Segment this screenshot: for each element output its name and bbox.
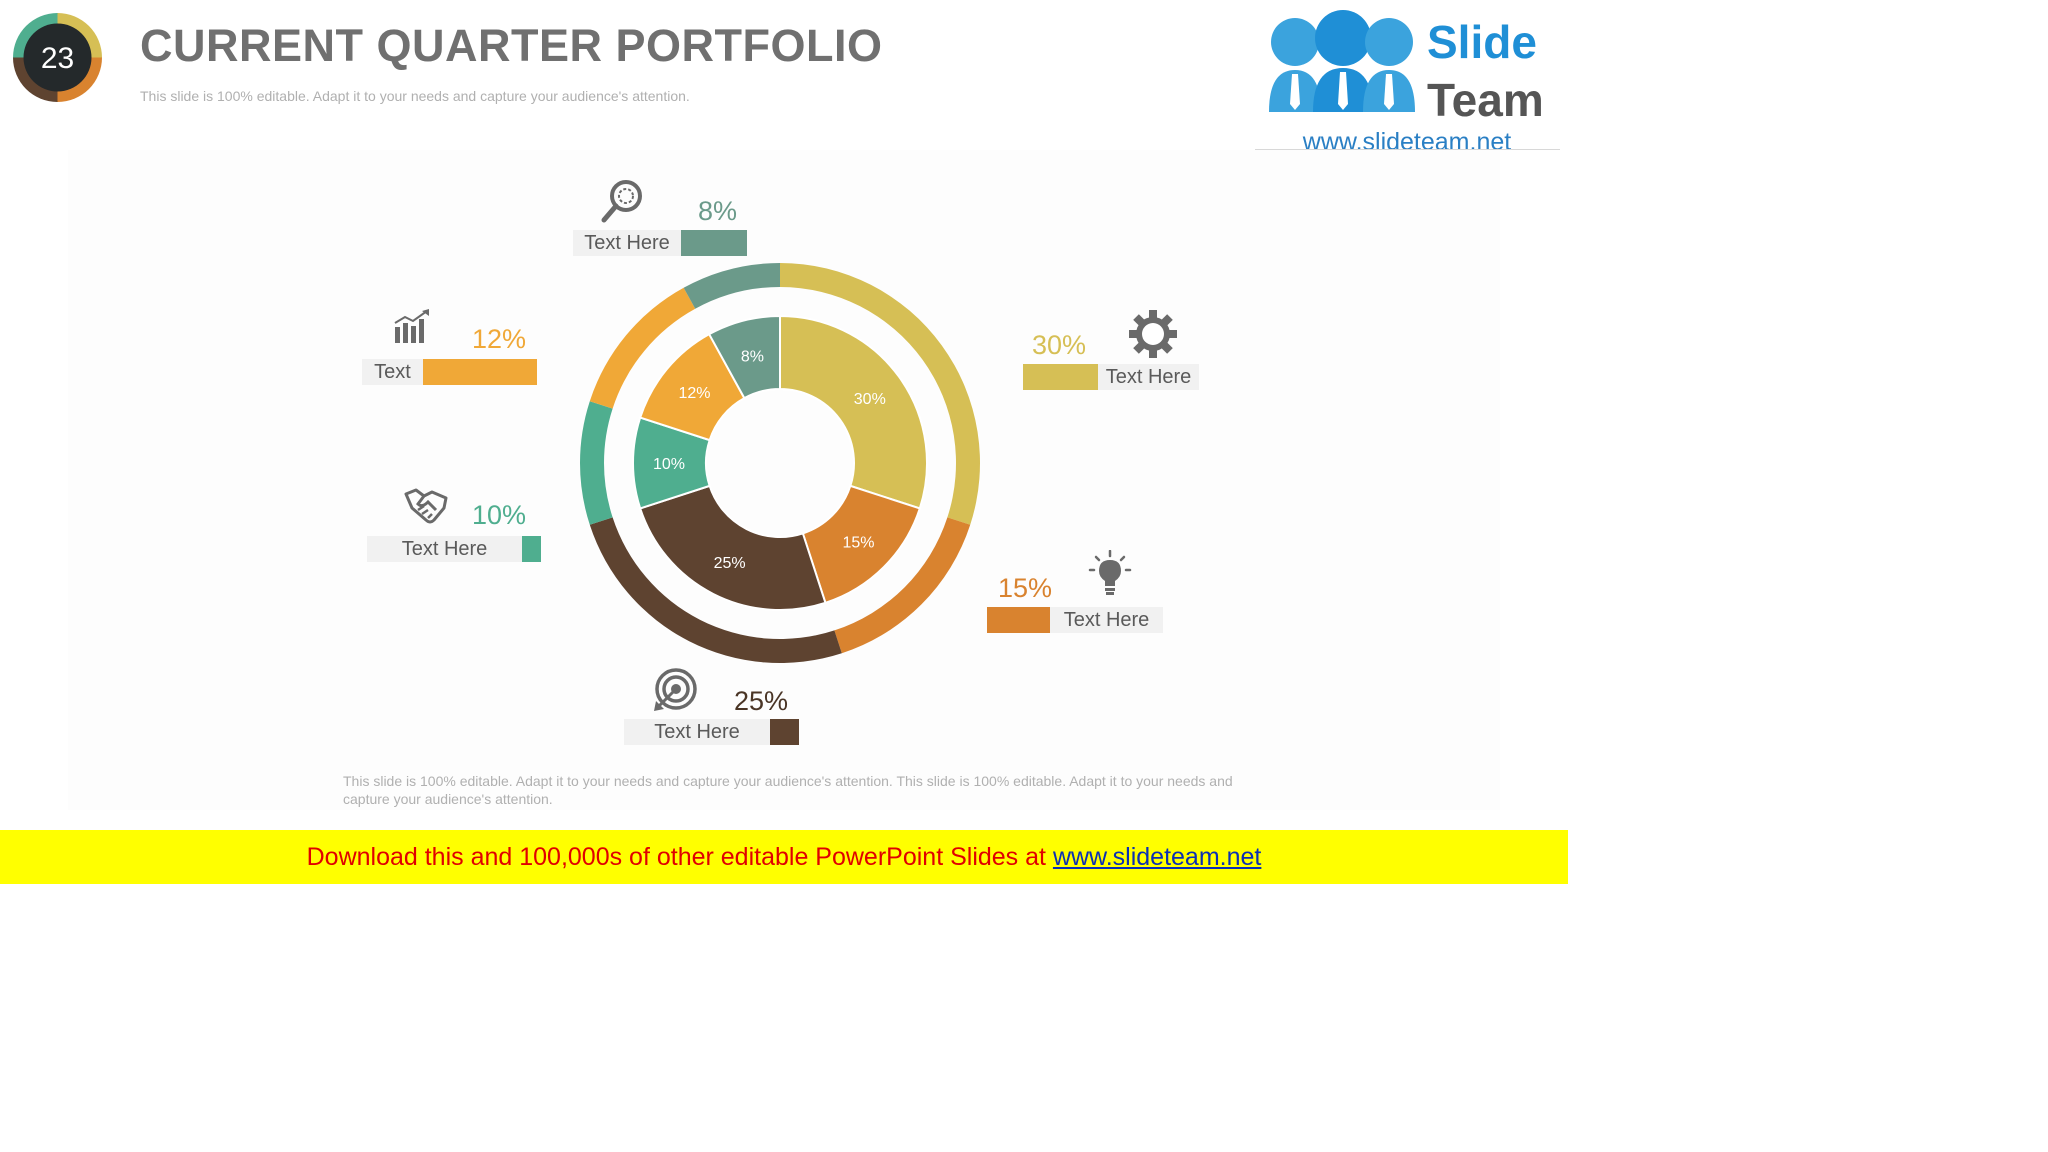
callout-label-15: Text Here xyxy=(1050,607,1163,633)
callout-value-8: 8% xyxy=(698,196,738,226)
callout-bar-12 xyxy=(423,359,537,385)
donut-slice-label: 8% xyxy=(741,348,764,365)
outer-ring-segment xyxy=(589,287,696,409)
chart-background xyxy=(68,150,1500,810)
banner-text: Download this and 100,000s of other edit… xyxy=(306,842,1053,871)
outer-ring-segment xyxy=(683,263,780,309)
callout-bar-8 xyxy=(681,230,747,256)
callout-bar-30 xyxy=(1023,364,1098,390)
banner-link[interactable]: www.slideteam.net xyxy=(1052,842,1262,871)
callout-value-30: 30% xyxy=(1032,330,1087,360)
slide-number: 23 xyxy=(41,42,74,75)
callout-value-25: 25% xyxy=(734,686,789,716)
people-icon xyxy=(1269,10,1415,112)
callout-label-30: Text Here xyxy=(1098,364,1199,390)
outer-ring-segment xyxy=(589,517,842,663)
page-subtitle: This slide is 100% editable. Adapt it to… xyxy=(140,88,690,104)
logo-team-text: Team xyxy=(1427,74,1544,126)
portfolio-donut-chart: 30% 15% 25% 10% 12% 8% xyxy=(580,263,980,663)
outer-ring-segment xyxy=(580,401,613,525)
download-banner: Download this and 100,000s of other edit… xyxy=(0,830,1568,884)
logo-url[interactable]: www.slideteam.net xyxy=(1302,128,1511,152)
gear-icon xyxy=(1129,310,1177,358)
logo-divider xyxy=(1255,149,1560,150)
callout-label-10: Text Here xyxy=(367,536,522,562)
outer-ring-segment xyxy=(780,263,980,525)
callout-value-12: 12% xyxy=(472,324,527,354)
footer-description: This slide is 100% editable. Adapt it to… xyxy=(343,773,1233,807)
logo-slide-text: Slide xyxy=(1427,16,1537,68)
callout-bar-15 xyxy=(987,607,1050,633)
handshake-icon xyxy=(404,488,448,524)
chart-icon xyxy=(394,309,429,343)
slideteam-logo[interactable]: Slide Team www.slideteam.net xyxy=(1255,0,1560,152)
donut-slice-label: 30% xyxy=(854,391,886,408)
callout-label-8: Text Here xyxy=(573,230,681,256)
slide-number-badge: 23 xyxy=(13,13,102,102)
callout-bar-25 xyxy=(770,719,799,745)
donut-slice xyxy=(638,484,827,611)
target-icon xyxy=(654,668,697,711)
donut-slice-label: 15% xyxy=(842,534,874,551)
page-title: CURRENT QUARTER PORTFOLIO xyxy=(140,20,883,71)
callout-value-15: 15% xyxy=(998,573,1053,603)
callout-label-12: Text xyxy=(362,359,423,385)
donut-slice xyxy=(779,314,928,510)
outer-ring-segment xyxy=(834,517,971,654)
callout-value-10: 10% xyxy=(472,500,527,530)
callout-bar-10 xyxy=(522,536,541,562)
donut-slice-label: 10% xyxy=(653,456,685,473)
donut-slice xyxy=(707,314,781,400)
search-icon xyxy=(601,180,642,223)
donut-slice-label: 12% xyxy=(678,385,710,402)
lightbulb-icon xyxy=(1088,550,1132,595)
donut-slice-label: 25% xyxy=(714,555,746,572)
callout-label-25: Text Here xyxy=(624,719,770,745)
